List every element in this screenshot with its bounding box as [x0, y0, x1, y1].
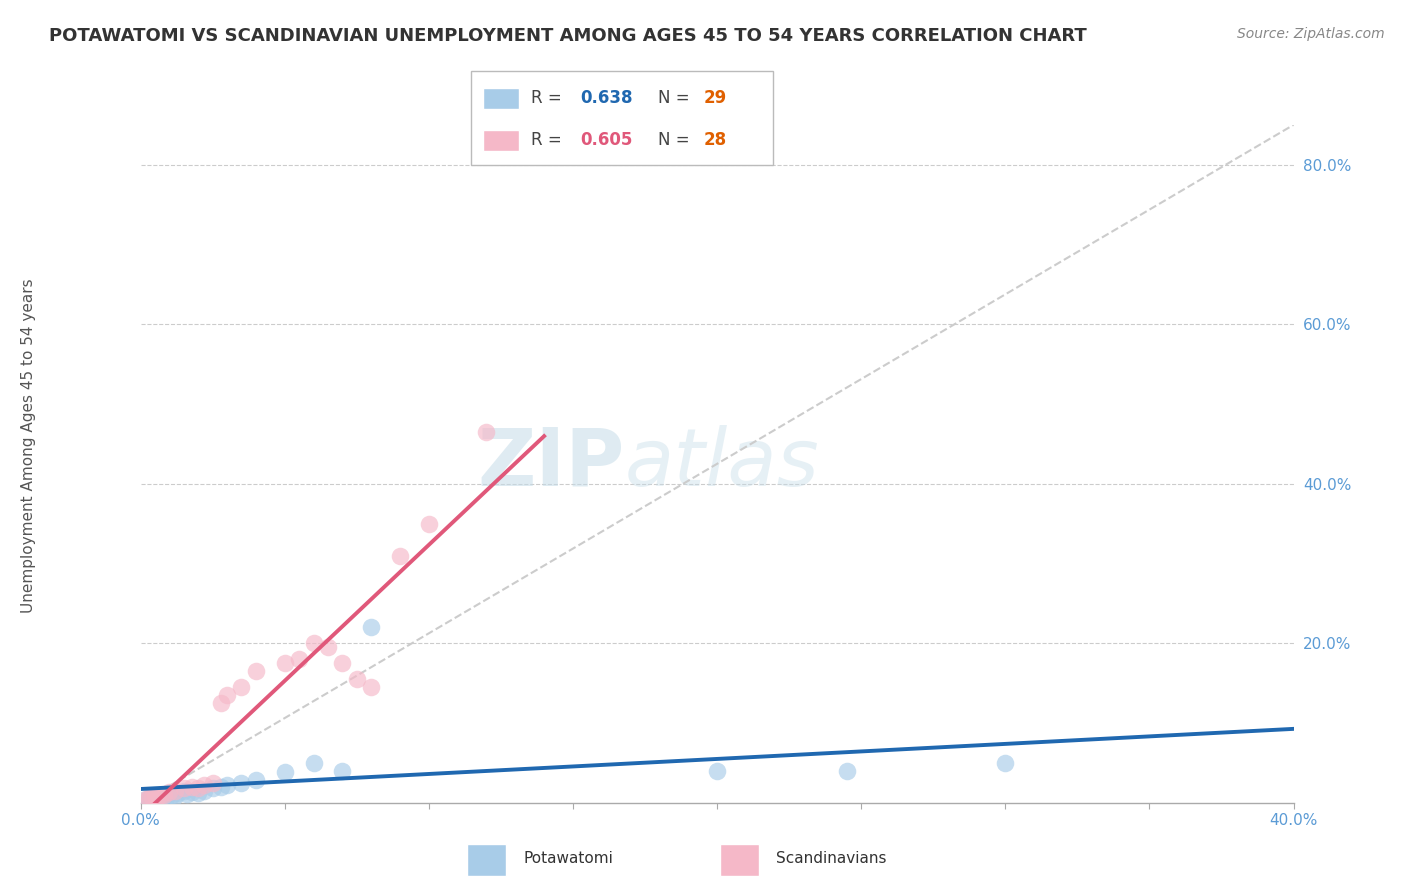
- Point: [167, 786, 190, 800]
- Point: [176, 787, 198, 801]
- Point: [201, 776, 224, 790]
- Bar: [467, 844, 506, 876]
- Point: [173, 784, 195, 798]
- Text: atlas: atlas: [624, 425, 820, 503]
- Point: [302, 756, 325, 770]
- Point: [146, 789, 169, 803]
- Point: [217, 688, 239, 702]
- Point: [332, 764, 354, 778]
- Point: [418, 516, 440, 531]
- Point: [302, 636, 325, 650]
- Point: [316, 640, 339, 655]
- Point: [209, 696, 232, 710]
- Point: [165, 789, 187, 803]
- Text: Source: ZipAtlas.com: Source: ZipAtlas.com: [1237, 27, 1385, 41]
- Point: [181, 785, 204, 799]
- Bar: [484, 130, 519, 151]
- Point: [835, 764, 858, 778]
- Text: Scandinavians: Scandinavians: [776, 851, 887, 866]
- Point: [135, 792, 157, 806]
- FancyBboxPatch shape: [471, 71, 773, 165]
- Bar: [720, 844, 759, 876]
- Point: [155, 789, 177, 804]
- Point: [388, 549, 411, 563]
- Point: [274, 765, 297, 780]
- Point: [141, 792, 163, 806]
- Point: [360, 620, 382, 634]
- Point: [231, 776, 253, 790]
- Point: [159, 786, 180, 800]
- Text: 29: 29: [704, 88, 727, 106]
- Point: [245, 773, 267, 788]
- Point: [360, 680, 382, 694]
- Point: [138, 791, 160, 805]
- Point: [138, 791, 160, 805]
- Point: [475, 425, 498, 439]
- Point: [187, 781, 209, 796]
- Point: [135, 792, 157, 806]
- Text: ZIP: ZIP: [478, 425, 624, 503]
- Text: 0.605: 0.605: [579, 131, 633, 149]
- Text: N =: N =: [658, 88, 696, 106]
- Point: [143, 789, 166, 804]
- Point: [332, 657, 354, 671]
- Point: [209, 780, 232, 794]
- Point: [217, 778, 239, 792]
- Text: Unemployment Among Ages 45 to 54 years: Unemployment Among Ages 45 to 54 years: [21, 278, 35, 614]
- Point: [346, 672, 368, 686]
- Text: R =: R =: [531, 131, 568, 149]
- Point: [159, 785, 180, 799]
- Point: [165, 784, 187, 798]
- Point: [193, 778, 215, 792]
- Point: [162, 788, 184, 802]
- Point: [187, 786, 209, 800]
- Point: [152, 788, 174, 802]
- Point: [173, 781, 195, 796]
- Text: N =: N =: [658, 131, 696, 149]
- Point: [181, 780, 204, 794]
- Point: [146, 790, 169, 805]
- Point: [201, 781, 224, 796]
- Text: 28: 28: [704, 131, 727, 149]
- Point: [149, 788, 172, 802]
- Text: R =: R =: [531, 88, 568, 106]
- Point: [288, 652, 311, 666]
- Text: POTAWATOMI VS SCANDINAVIAN UNEMPLOYMENT AMONG AGES 45 TO 54 YEARS CORRELATION CH: POTAWATOMI VS SCANDINAVIAN UNEMPLOYMENT …: [49, 27, 1087, 45]
- Point: [706, 764, 728, 778]
- Point: [994, 756, 1017, 770]
- Bar: [484, 88, 519, 109]
- Point: [231, 680, 253, 694]
- Point: [152, 788, 174, 802]
- Point: [141, 790, 163, 805]
- Point: [143, 789, 166, 804]
- Point: [245, 664, 267, 678]
- Point: [274, 657, 297, 671]
- Text: Potawatomi: Potawatomi: [523, 851, 613, 866]
- Point: [193, 784, 215, 798]
- Text: 0.638: 0.638: [579, 88, 633, 106]
- Point: [149, 791, 172, 805]
